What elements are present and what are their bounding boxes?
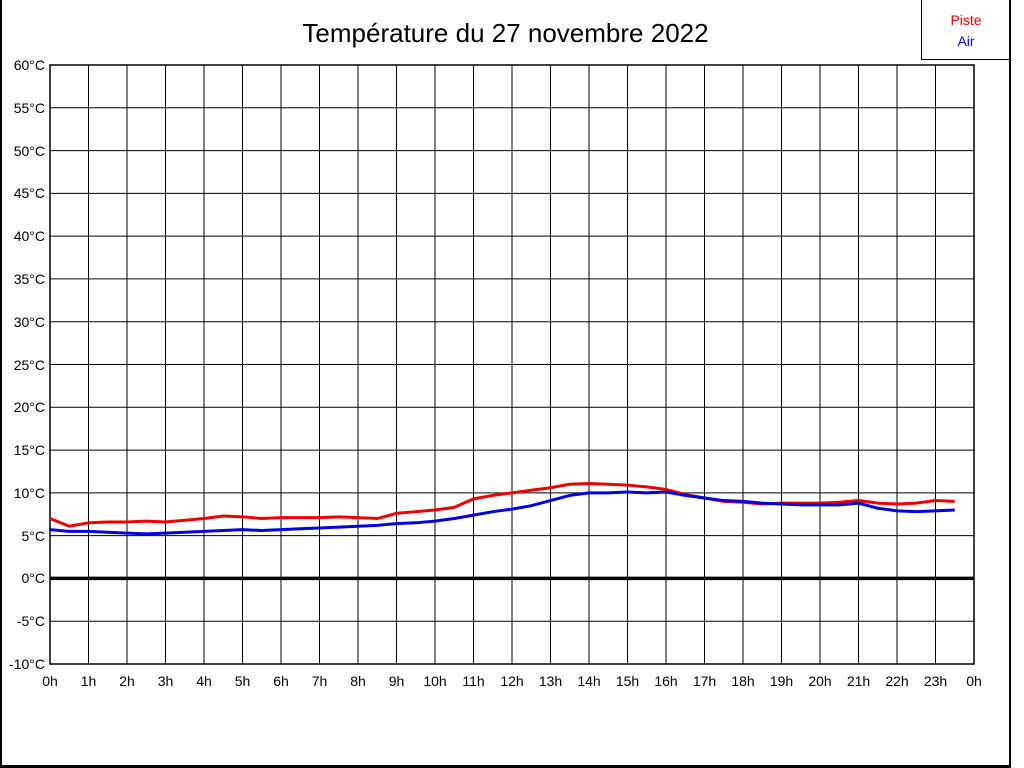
x-tick-label: 10h — [423, 673, 447, 689]
image-border-right — [1009, 0, 1011, 766]
x-tick-label: 23h — [923, 673, 948, 689]
x-tick-label: 3h — [157, 673, 174, 689]
x-tick-label: 18h — [731, 673, 755, 689]
y-tick-label: 35°C — [13, 270, 45, 287]
y-tick-label: 45°C — [13, 185, 45, 202]
x-tick-label: 14h — [577, 673, 601, 689]
x-tick-label: 8h — [350, 673, 366, 689]
y-tick-label: -10°C — [9, 656, 45, 672]
x-tick-label: 11h — [462, 673, 485, 689]
series-line-air — [49, 490, 955, 536]
x-tick-label: 16h — [654, 673, 678, 689]
plot-border — [49, 64, 975, 665]
chart-legend: Piste Air — [921, 0, 1010, 60]
x-tick-label: 21h — [846, 673, 871, 689]
y-tick-label: 40°C — [13, 228, 45, 245]
x-tick-label: 1h — [80, 673, 97, 689]
x-tick-label: 4h — [196, 673, 212, 689]
image-border-left — [0, 0, 2, 768]
y-tick-label: 15°C — [13, 442, 45, 459]
x-tick-label: 9h — [388, 673, 405, 689]
x-tick-label: 19h — [769, 673, 794, 689]
x-tick-label: 12h — [500, 673, 524, 689]
legend-air-label: Air — [957, 32, 975, 49]
legend-piste-label: Piste — [950, 11, 982, 28]
x-tick-label: 0h — [966, 673, 982, 689]
x-tick-label: 7h — [311, 673, 328, 689]
y-tick-label: 5°C — [21, 527, 46, 544]
y-tick-label: 20°C — [13, 399, 45, 416]
x-tick-label: 13h — [538, 673, 563, 689]
x-tick-label: 22h — [885, 673, 909, 689]
x-tick-label: 15h — [615, 673, 640, 689]
y-tick-label: 30°C — [13, 313, 45, 330]
x-tick-label: 20h — [808, 673, 832, 689]
series-line-piste — [49, 481, 955, 528]
x-tick-label: 2h — [119, 673, 135, 689]
y-tick-label: 50°C — [13, 142, 45, 159]
y-tick-label: 10°C — [13, 484, 45, 501]
y-tick-label: 25°C — [13, 356, 45, 373]
y-tick-label: -5°C — [16, 613, 45, 630]
y-tick-label: 60°C — [13, 57, 45, 73]
y-tick-label: 0°C — [21, 570, 46, 587]
y-tick-label: 55°C — [13, 99, 45, 116]
x-tick-label: 6h — [273, 673, 289, 689]
x-tick-label: 17h — [692, 673, 717, 689]
chart-title: Température du 27 novembre 2022 — [302, 18, 709, 48]
x-tick-label: 5h — [234, 673, 251, 689]
image-border-bottom — [0, 765, 1011, 768]
x-tick-label: 0h — [42, 673, 58, 689]
